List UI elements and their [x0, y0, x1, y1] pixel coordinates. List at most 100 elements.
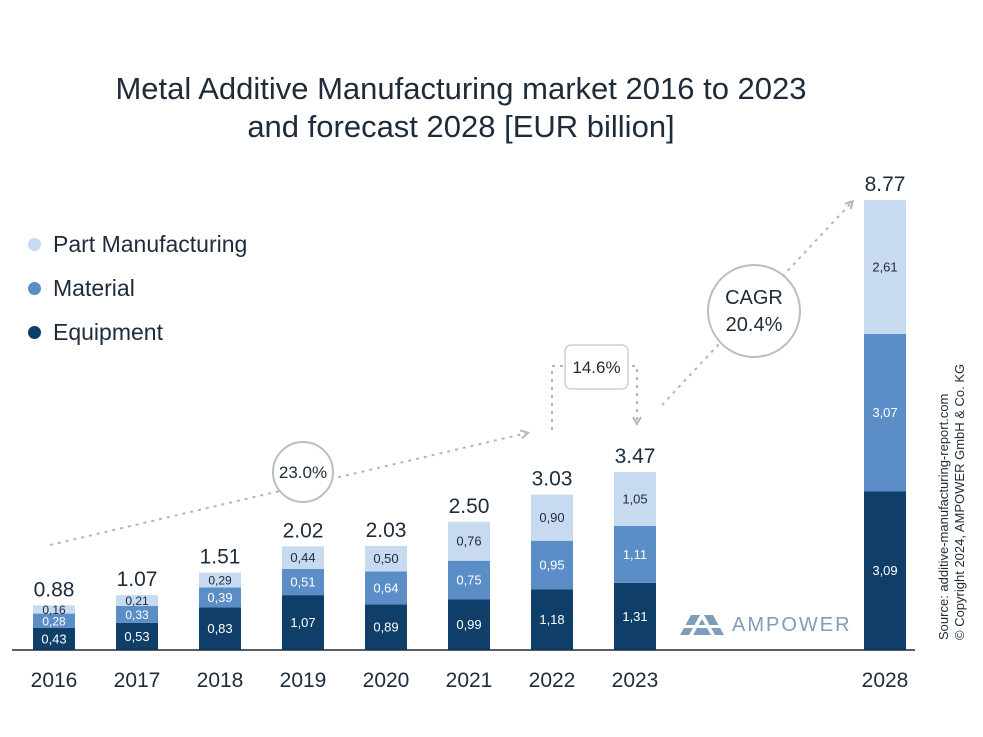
bar-part-manufacturing-2016 — [33, 605, 75, 614]
bar-material-2018 — [199, 587, 241, 608]
legend-item-material: Material — [28, 266, 247, 310]
bar-equipment-2023 — [614, 582, 656, 650]
bar-part-manufacturing-2017 — [116, 595, 158, 606]
x-tick-label-2016: 2016 — [31, 669, 78, 692]
growth-rate-2016-2021: 23.0% — [279, 463, 327, 482]
bar-material-2028 — [864, 333, 906, 492]
growth-circle-2016-2021 — [272, 441, 334, 503]
cagr-circle — [707, 264, 801, 358]
data-label-material-2023: 1,11 — [623, 547, 647, 562]
growth-rate-2022-2023: 14.6% — [572, 358, 620, 377]
cagr-value: 20.4% — [726, 314, 783, 336]
data-label-material-2018: 0,39 — [207, 590, 232, 605]
ampower-logo-icon — [680, 615, 724, 635]
bar-equipment-2028 — [864, 491, 906, 650]
data-label-material-2016: 0,28 — [42, 614, 66, 628]
data-label-part-manufacturing-2019: 0,44 — [290, 550, 315, 565]
legend-label-material: Material — [53, 274, 135, 301]
total-label-2017: 1.07 — [117, 568, 158, 591]
data-label-equipment-2021: 0,99 — [456, 617, 481, 632]
source-note: Source: additive-manufacturing-report.co… — [936, 364, 968, 640]
x-tick-label-2021: 2021 — [446, 669, 493, 692]
data-label-equipment-2020: 0,89 — [373, 620, 398, 635]
bar-part-manufacturing-2022 — [531, 494, 573, 541]
data-label-material-2020: 0,64 — [373, 580, 398, 595]
bar-material-2022 — [531, 540, 573, 590]
data-label-equipment-2022: 1,18 — [539, 612, 564, 627]
data-label-equipment-2023: 1,31 — [622, 609, 647, 624]
data-label-material-2022: 0,95 — [539, 558, 564, 573]
data-label-equipment-2017: 0,53 — [124, 629, 149, 644]
data-label-material-2019: 0,51 — [290, 575, 315, 590]
total-label-2023: 3.47 — [615, 445, 656, 468]
data-label-part-manufacturing-2016: 0,16 — [42, 603, 66, 617]
x-tick-label-2018: 2018 — [197, 669, 244, 692]
bar-part-manufacturing-2021 — [448, 521, 490, 561]
bar-equipment-2022 — [531, 589, 573, 650]
data-label-equipment-2018: 0,83 — [207, 621, 232, 636]
legend-item-equipment: Equipment — [28, 310, 247, 354]
legend-item-part-manufacturing: Part Manufacturing — [28, 222, 247, 266]
data-label-material-2017: 0,33 — [125, 608, 149, 622]
data-label-part-manufacturing-2018: 0,29 — [208, 573, 232, 587]
source-line: Source: additive-manufacturing-report.co… — [936, 393, 951, 640]
x-tick-label-2017: 2017 — [114, 669, 161, 692]
bar-equipment-2016 — [33, 627, 75, 650]
data-label-part-manufacturing-2028: 2,61 — [872, 260, 897, 275]
data-label-part-manufacturing-2017: 0,21 — [125, 594, 149, 608]
bar-equipment-2018 — [199, 607, 241, 650]
data-label-equipment-2028: 3,09 — [872, 563, 897, 578]
bar-material-2016 — [33, 613, 75, 628]
data-label-part-manufacturing-2022: 0,90 — [539, 510, 564, 525]
data-label-material-2021: 0,75 — [456, 572, 481, 587]
bar-material-2023 — [614, 525, 656, 583]
legend-label-equipment: Equipment — [53, 318, 163, 345]
bar-material-2021 — [448, 560, 490, 600]
total-label-2020: 2.03 — [366, 519, 407, 542]
bar-part-manufacturing-2018 — [199, 572, 241, 588]
bar-equipment-2019 — [282, 595, 324, 650]
bar-part-manufacturing-2019 — [282, 546, 324, 569]
legend-label-part-manufacturing: Part Manufacturing — [53, 230, 248, 257]
x-tick-label-2019: 2019 — [280, 669, 327, 692]
growth-arrow-2016-2021 — [49, 433, 527, 546]
data-label-part-manufacturing-2021: 0,76 — [456, 534, 481, 549]
x-tick-label-2020: 2020 — [363, 669, 410, 692]
ampower-logo: AMPOWER — [680, 613, 852, 637]
chart-title-line1: Metal Additive Manufacturing market 2016… — [115, 71, 807, 106]
total-label-2022: 3.03 — [532, 468, 573, 491]
growth-box-2022-2023 — [564, 344, 629, 390]
chart-title: Metal Additive Manufacturing market 2016… — [0, 70, 922, 146]
bar-material-2017 — [116, 605, 158, 623]
legend-marker-material — [28, 281, 41, 295]
total-label-2016: 0.88 — [34, 578, 75, 601]
data-label-equipment-2016: 0,43 — [41, 631, 66, 646]
legend: Part Manufacturing Material Equipment — [28, 222, 247, 354]
ampower-logo-text: AMPOWER — [732, 613, 852, 636]
x-tick-label-2023: 2023 — [612, 669, 659, 692]
x-tick-label-2028: 2028 — [862, 669, 909, 692]
copyright-line: © Copyright 2024, AMPOWER GmbH & Co. KG — [952, 363, 967, 640]
bar-equipment-2017 — [116, 622, 158, 650]
data-label-part-manufacturing-2020: 0,50 — [373, 551, 398, 566]
total-label-2021: 2.50 — [449, 495, 490, 518]
bar-part-manufacturing-2023 — [614, 471, 656, 526]
bar-material-2019 — [282, 568, 324, 596]
chart-title-line2: and forecast 2028 [EUR billion] — [247, 109, 675, 144]
cagr-label: CAGR — [725, 287, 783, 309]
legend-marker-part-manufacturing — [28, 237, 41, 251]
bar-equipment-2021 — [448, 599, 490, 650]
total-label-2018: 1.51 — [200, 546, 241, 569]
bar-equipment-2020 — [365, 604, 407, 650]
data-label-part-manufacturing-2023: 1,05 — [622, 491, 647, 506]
data-label-equipment-2019: 1,07 — [290, 615, 315, 630]
bar-material-2020 — [365, 571, 407, 605]
total-label-2019: 2.02 — [283, 519, 324, 542]
total-label-2028: 8.77 — [865, 173, 906, 196]
x-tick-label-2022: 2022 — [529, 669, 576, 692]
bar-part-manufacturing-2028 — [864, 200, 906, 334]
bar-part-manufacturing-2020 — [365, 545, 407, 572]
legend-marker-equipment — [28, 325, 41, 339]
data-label-material-2028: 3,07 — [872, 405, 897, 420]
